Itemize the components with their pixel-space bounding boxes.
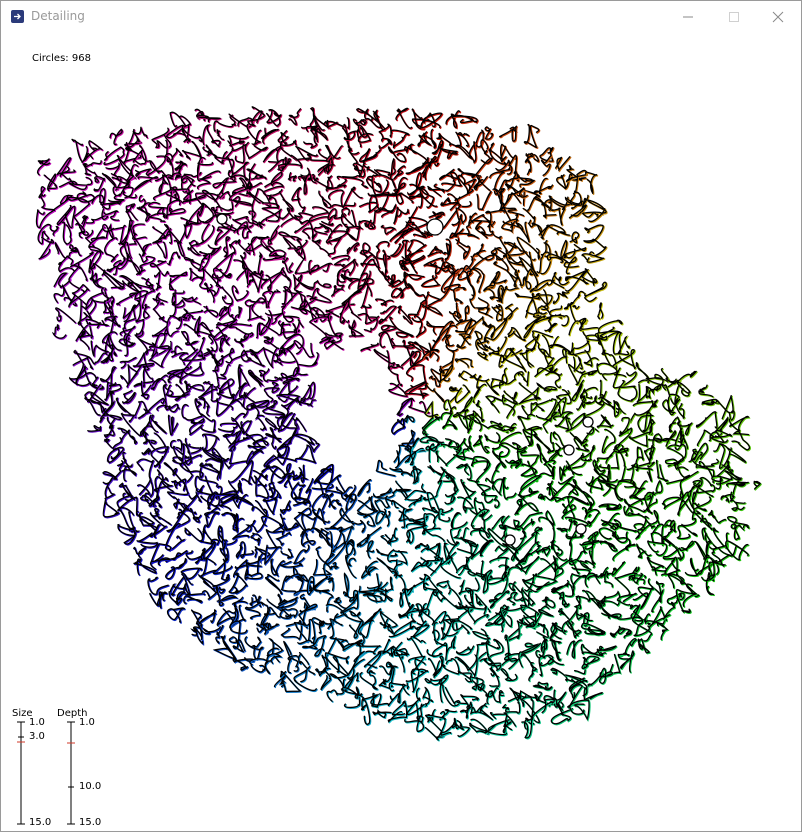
depth-slider-title: Depth	[57, 708, 88, 719]
minimize-icon	[683, 16, 693, 18]
path-node	[582, 416, 594, 428]
arrow-right-icon	[11, 10, 24, 23]
path-node	[504, 534, 516, 546]
size-slider-title: Size	[12, 708, 33, 719]
size-slider[interactable]	[17, 721, 25, 825]
path-node	[216, 213, 228, 225]
maximize-button[interactable]	[711, 1, 757, 32]
drawing-canvas[interactable]: Circles: 968 Size Depth 1.0	[1, 32, 801, 831]
size-max-label: 15.0	[29, 817, 52, 828]
minimize-button[interactable]	[665, 1, 711, 32]
circles-count: Circles: 968	[32, 53, 91, 64]
title-bar[interactable]: Detailing	[1, 1, 801, 32]
window-title: Detailing	[31, 9, 85, 23]
depth-min-label: 1.0	[79, 717, 95, 728]
close-button[interactable]	[755, 1, 801, 32]
depth-slider[interactable]	[67, 721, 75, 825]
slider-graphics	[17, 721, 75, 825]
path-node	[426, 218, 444, 236]
maze-drawing	[35, 106, 762, 742]
close-icon	[772, 11, 784, 23]
path-node	[563, 444, 575, 456]
depth-max-label: 15.0	[79, 817, 102, 828]
maximize-icon	[729, 12, 739, 22]
depth-value-label: 10.0	[79, 781, 102, 792]
path-node	[575, 523, 587, 535]
size-min-label: 1.0	[29, 717, 45, 728]
size-value-label: 3.0	[29, 731, 45, 742]
